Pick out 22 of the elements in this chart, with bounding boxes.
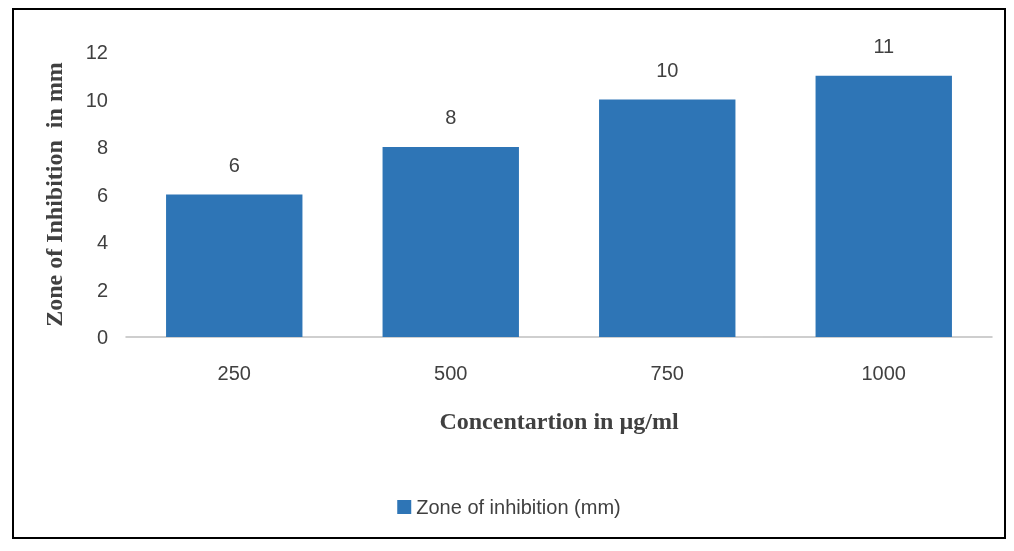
- x-tick-label: 500: [434, 362, 468, 384]
- y-tick-label: 2: [96, 278, 108, 301]
- bar: [599, 99, 736, 337]
- x-tick-label: 1000: [861, 362, 906, 384]
- y-tick-label: 10: [85, 88, 108, 111]
- data-label: 11: [873, 34, 895, 57]
- y-tick-label: 6: [96, 183, 108, 206]
- y-tick-label: 4: [96, 231, 108, 253]
- y-tick-label: 8: [96, 136, 108, 158]
- y-tick-label: 0: [96, 326, 108, 348]
- y-axis-title: Zone of Inhibition in mm: [41, 62, 67, 327]
- x-tick-label: 250: [217, 362, 251, 384]
- x-axis-title: Concentartion in µg/ml: [439, 408, 679, 434]
- legend-label: Zone of inhibition (mm): [416, 496, 621, 518]
- y-tick-label: 12: [85, 41, 108, 63]
- bar: [382, 147, 519, 337]
- data-label: 6: [228, 153, 240, 176]
- data-label: 8: [445, 106, 457, 128]
- bar: [815, 75, 952, 337]
- x-tick-label: 750: [650, 362, 684, 384]
- data-label: 10: [656, 58, 679, 81]
- bar: [166, 194, 303, 337]
